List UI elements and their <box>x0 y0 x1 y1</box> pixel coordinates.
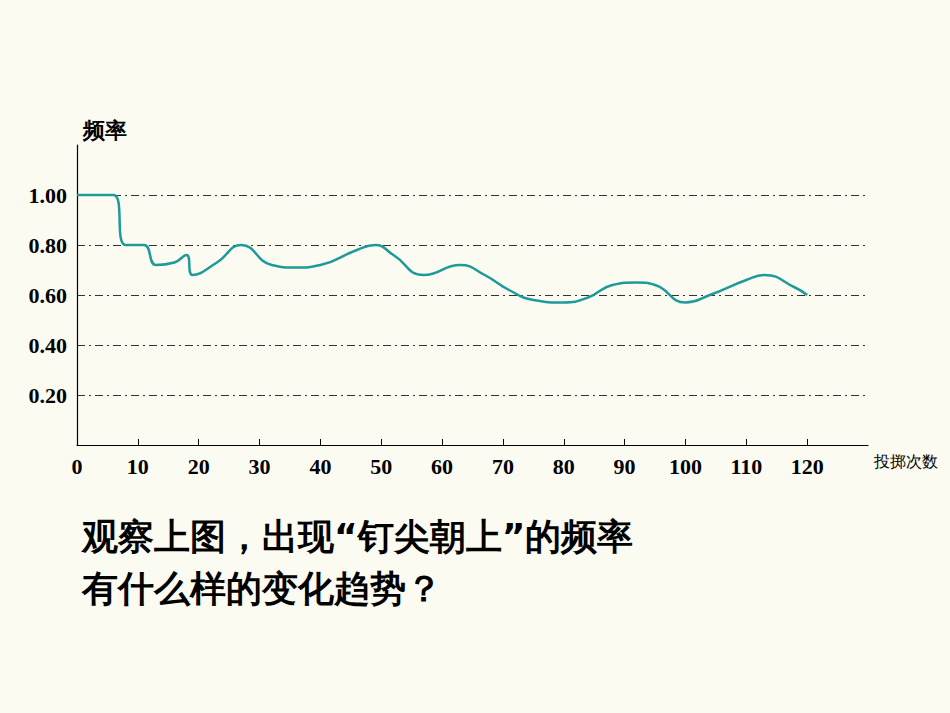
svg-text:50: 50 <box>370 454 392 479</box>
svg-text:观察上图，出现“钉尖朝上”的频率: 观察上图，出现“钉尖朝上”的频率 <box>81 516 633 557</box>
svg-text:110: 110 <box>730 454 762 479</box>
svg-text:有什么样的变化趋势？: 有什么样的变化趋势？ <box>81 568 442 609</box>
svg-text:100: 100 <box>669 454 702 479</box>
svg-text:1.00: 1.00 <box>29 183 68 208</box>
svg-text:60: 60 <box>431 454 453 479</box>
svg-text:120: 120 <box>791 454 824 479</box>
svg-text:40: 40 <box>309 454 331 479</box>
svg-text:90: 90 <box>614 454 636 479</box>
svg-text:0.20: 0.20 <box>29 383 68 408</box>
svg-text:0.40: 0.40 <box>29 333 68 358</box>
svg-text:20: 20 <box>188 454 210 479</box>
svg-text:频率: 频率 <box>82 118 127 143</box>
svg-text:0: 0 <box>72 454 83 479</box>
svg-text:投掷次数: 投掷次数 <box>873 452 938 471</box>
svg-text:30: 30 <box>249 454 271 479</box>
svg-text:10: 10 <box>127 454 149 479</box>
svg-text:0.80: 0.80 <box>29 233 68 258</box>
svg-text:0.60: 0.60 <box>29 283 68 308</box>
svg-text:70: 70 <box>492 454 514 479</box>
svg-text:80: 80 <box>553 454 575 479</box>
